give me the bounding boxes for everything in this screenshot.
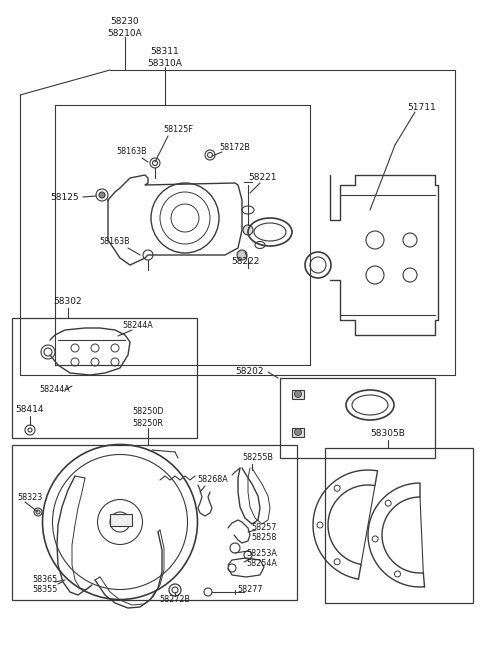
Circle shape (99, 192, 105, 198)
Text: 58257: 58257 (251, 523, 277, 531)
Text: 58125F: 58125F (163, 126, 193, 134)
Text: 58250D: 58250D (132, 407, 164, 417)
Text: 58365: 58365 (32, 576, 58, 584)
Text: 58272B: 58272B (159, 595, 191, 605)
Bar (12, 318, 197, 438)
Text: 58253A: 58253A (247, 550, 277, 559)
Text: 58222: 58222 (231, 257, 259, 267)
Text: 51711: 51711 (408, 102, 436, 111)
Bar (292, 390, 304, 399)
Bar (325, 448, 473, 603)
Text: 58258: 58258 (252, 533, 276, 542)
Circle shape (243, 225, 253, 235)
Text: 58250R: 58250R (132, 419, 163, 428)
Text: 58163B: 58163B (117, 147, 147, 157)
Text: 58277: 58277 (237, 586, 263, 595)
Text: 58244A: 58244A (122, 320, 154, 329)
Text: 58230: 58230 (111, 18, 139, 26)
Text: 58302: 58302 (54, 297, 82, 307)
Bar (110, 514, 132, 526)
Bar (12, 445, 297, 600)
Text: 58210A: 58210A (108, 29, 143, 37)
Text: 58163B: 58163B (100, 238, 130, 246)
Text: 58310A: 58310A (147, 58, 182, 67)
Text: 58202: 58202 (236, 367, 264, 377)
Circle shape (237, 250, 247, 260)
Text: 58305B: 58305B (371, 428, 406, 438)
Text: 58255B: 58255B (242, 453, 274, 462)
Text: 58254A: 58254A (247, 559, 277, 569)
Text: 58125: 58125 (51, 193, 79, 202)
Text: 58268A: 58268A (198, 476, 228, 485)
Circle shape (295, 390, 301, 398)
Text: 58221: 58221 (249, 172, 277, 181)
Text: 58323: 58323 (17, 493, 43, 502)
Text: 58414: 58414 (16, 405, 44, 415)
Text: 58244A: 58244A (40, 386, 71, 394)
Text: 58172B: 58172B (219, 143, 251, 153)
Text: 58311: 58311 (151, 48, 180, 56)
Circle shape (295, 428, 301, 436)
Bar (280, 378, 435, 458)
Bar (292, 428, 304, 437)
Text: 58355: 58355 (32, 586, 58, 595)
